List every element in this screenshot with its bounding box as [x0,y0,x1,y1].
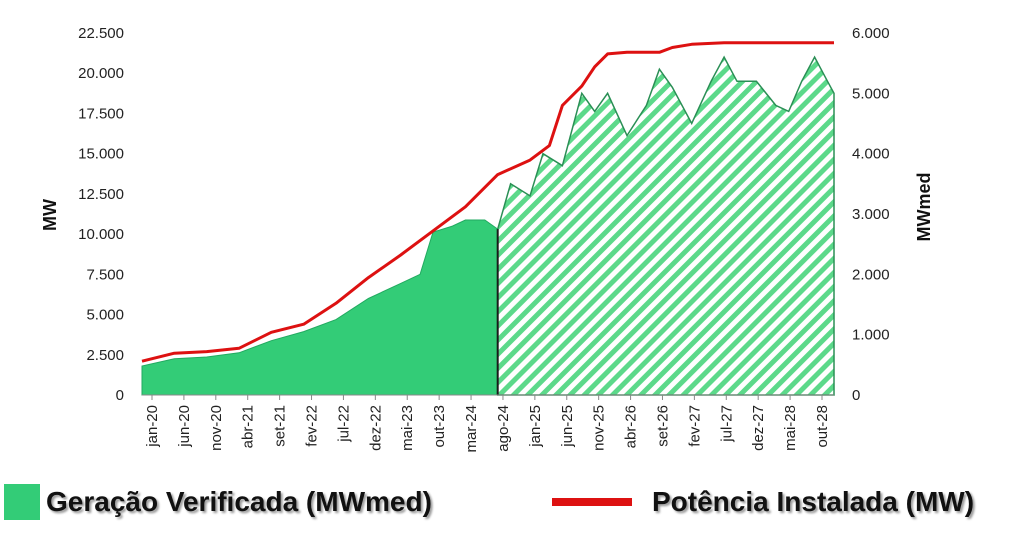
x-tick-label: set-21 [272,405,289,447]
y-left-tick-label: 22.500 [78,25,124,42]
x-tick-label: mai-28 [782,405,799,451]
y-axis-right-title: MWmed [914,173,934,242]
legend-item-capacity: Potência Instalada (MW) [552,474,974,530]
x-tick-label: jul-22 [335,405,352,443]
x-tick-label: dez-22 [367,405,384,451]
y-left-tick-label: 15.000 [78,146,124,163]
legend-label-capacity: Potência Instalada (MW) [652,486,975,517]
y-left-tick-label: 0 [116,387,124,404]
x-tick-label: jan-25 [527,405,544,448]
x-tick-label: nov-25 [591,405,608,451]
x-tick-label: jun-25 [559,405,576,448]
y-left-tick-label: 5.000 [86,307,124,324]
x-tick-label: jul-27 [718,405,735,443]
y-right-tick-label: 6.000 [852,25,890,42]
legend-swatch-capacity [552,498,632,506]
y-right-tick-label: 2.000 [852,266,890,283]
x-tick-label: abr-26 [623,405,640,448]
legend-label-generation: Geração Verificada (MWmed) [46,486,432,517]
x-tick-label: ago-24 [495,405,512,452]
y-right-tick-label: 1.000 [852,327,890,344]
y-left-tick-label: 12.500 [78,186,124,203]
y-axis-left-title: MW [40,199,60,231]
chart: 0 2.500 5.000 7.500 10.000 12.500 15.000 17.500… [40,25,934,453]
x-tick-label: jan-20 [144,405,161,448]
x-tick-label: out-28 [814,405,831,448]
x-tick-label: fev-22 [304,405,321,447]
x-tick-label: set-26 [654,405,671,447]
x-tick-label: jun-20 [176,405,193,448]
x-tick-label: out-23 [431,405,448,448]
x-tick-label: fev-27 [686,405,703,447]
y-left-tick-label: 17.500 [78,105,124,122]
y-left-tick-label: 7.500 [86,266,124,283]
x-tick-label: mai-23 [399,405,416,451]
legend: Geração Verificada (MWmed) Potência Inst… [0,474,1024,530]
generation-area-forecast [496,55,835,396]
generation-area-observed [141,219,499,396]
plot-area [141,41,835,396]
y-left-tick-label: 10.000 [78,226,124,243]
x-tick-label: mar-24 [463,405,480,453]
y-right-tick-label: 3.000 [852,206,890,223]
y-right-tick-label: 5.000 [852,85,890,102]
legend-swatch-generation [4,484,40,520]
x-tick-label: abr-21 [240,405,257,448]
x-tick-label: nov-20 [208,405,225,451]
y-left-tick-label: 20.000 [78,65,124,82]
y-left-tick-label: 2.500 [86,347,124,364]
legend-item-generation: Geração Verificada (MWmed) [4,474,432,530]
y-right-tick-label: 4.000 [852,146,890,163]
y-right-tick-label: 0 [852,387,860,404]
capacity-line [141,41,834,363]
x-tick-label: dez-27 [750,405,767,451]
axes: 0 2.500 5.000 7.500 10.000 12.500 15.000 17.500… [78,25,889,453]
